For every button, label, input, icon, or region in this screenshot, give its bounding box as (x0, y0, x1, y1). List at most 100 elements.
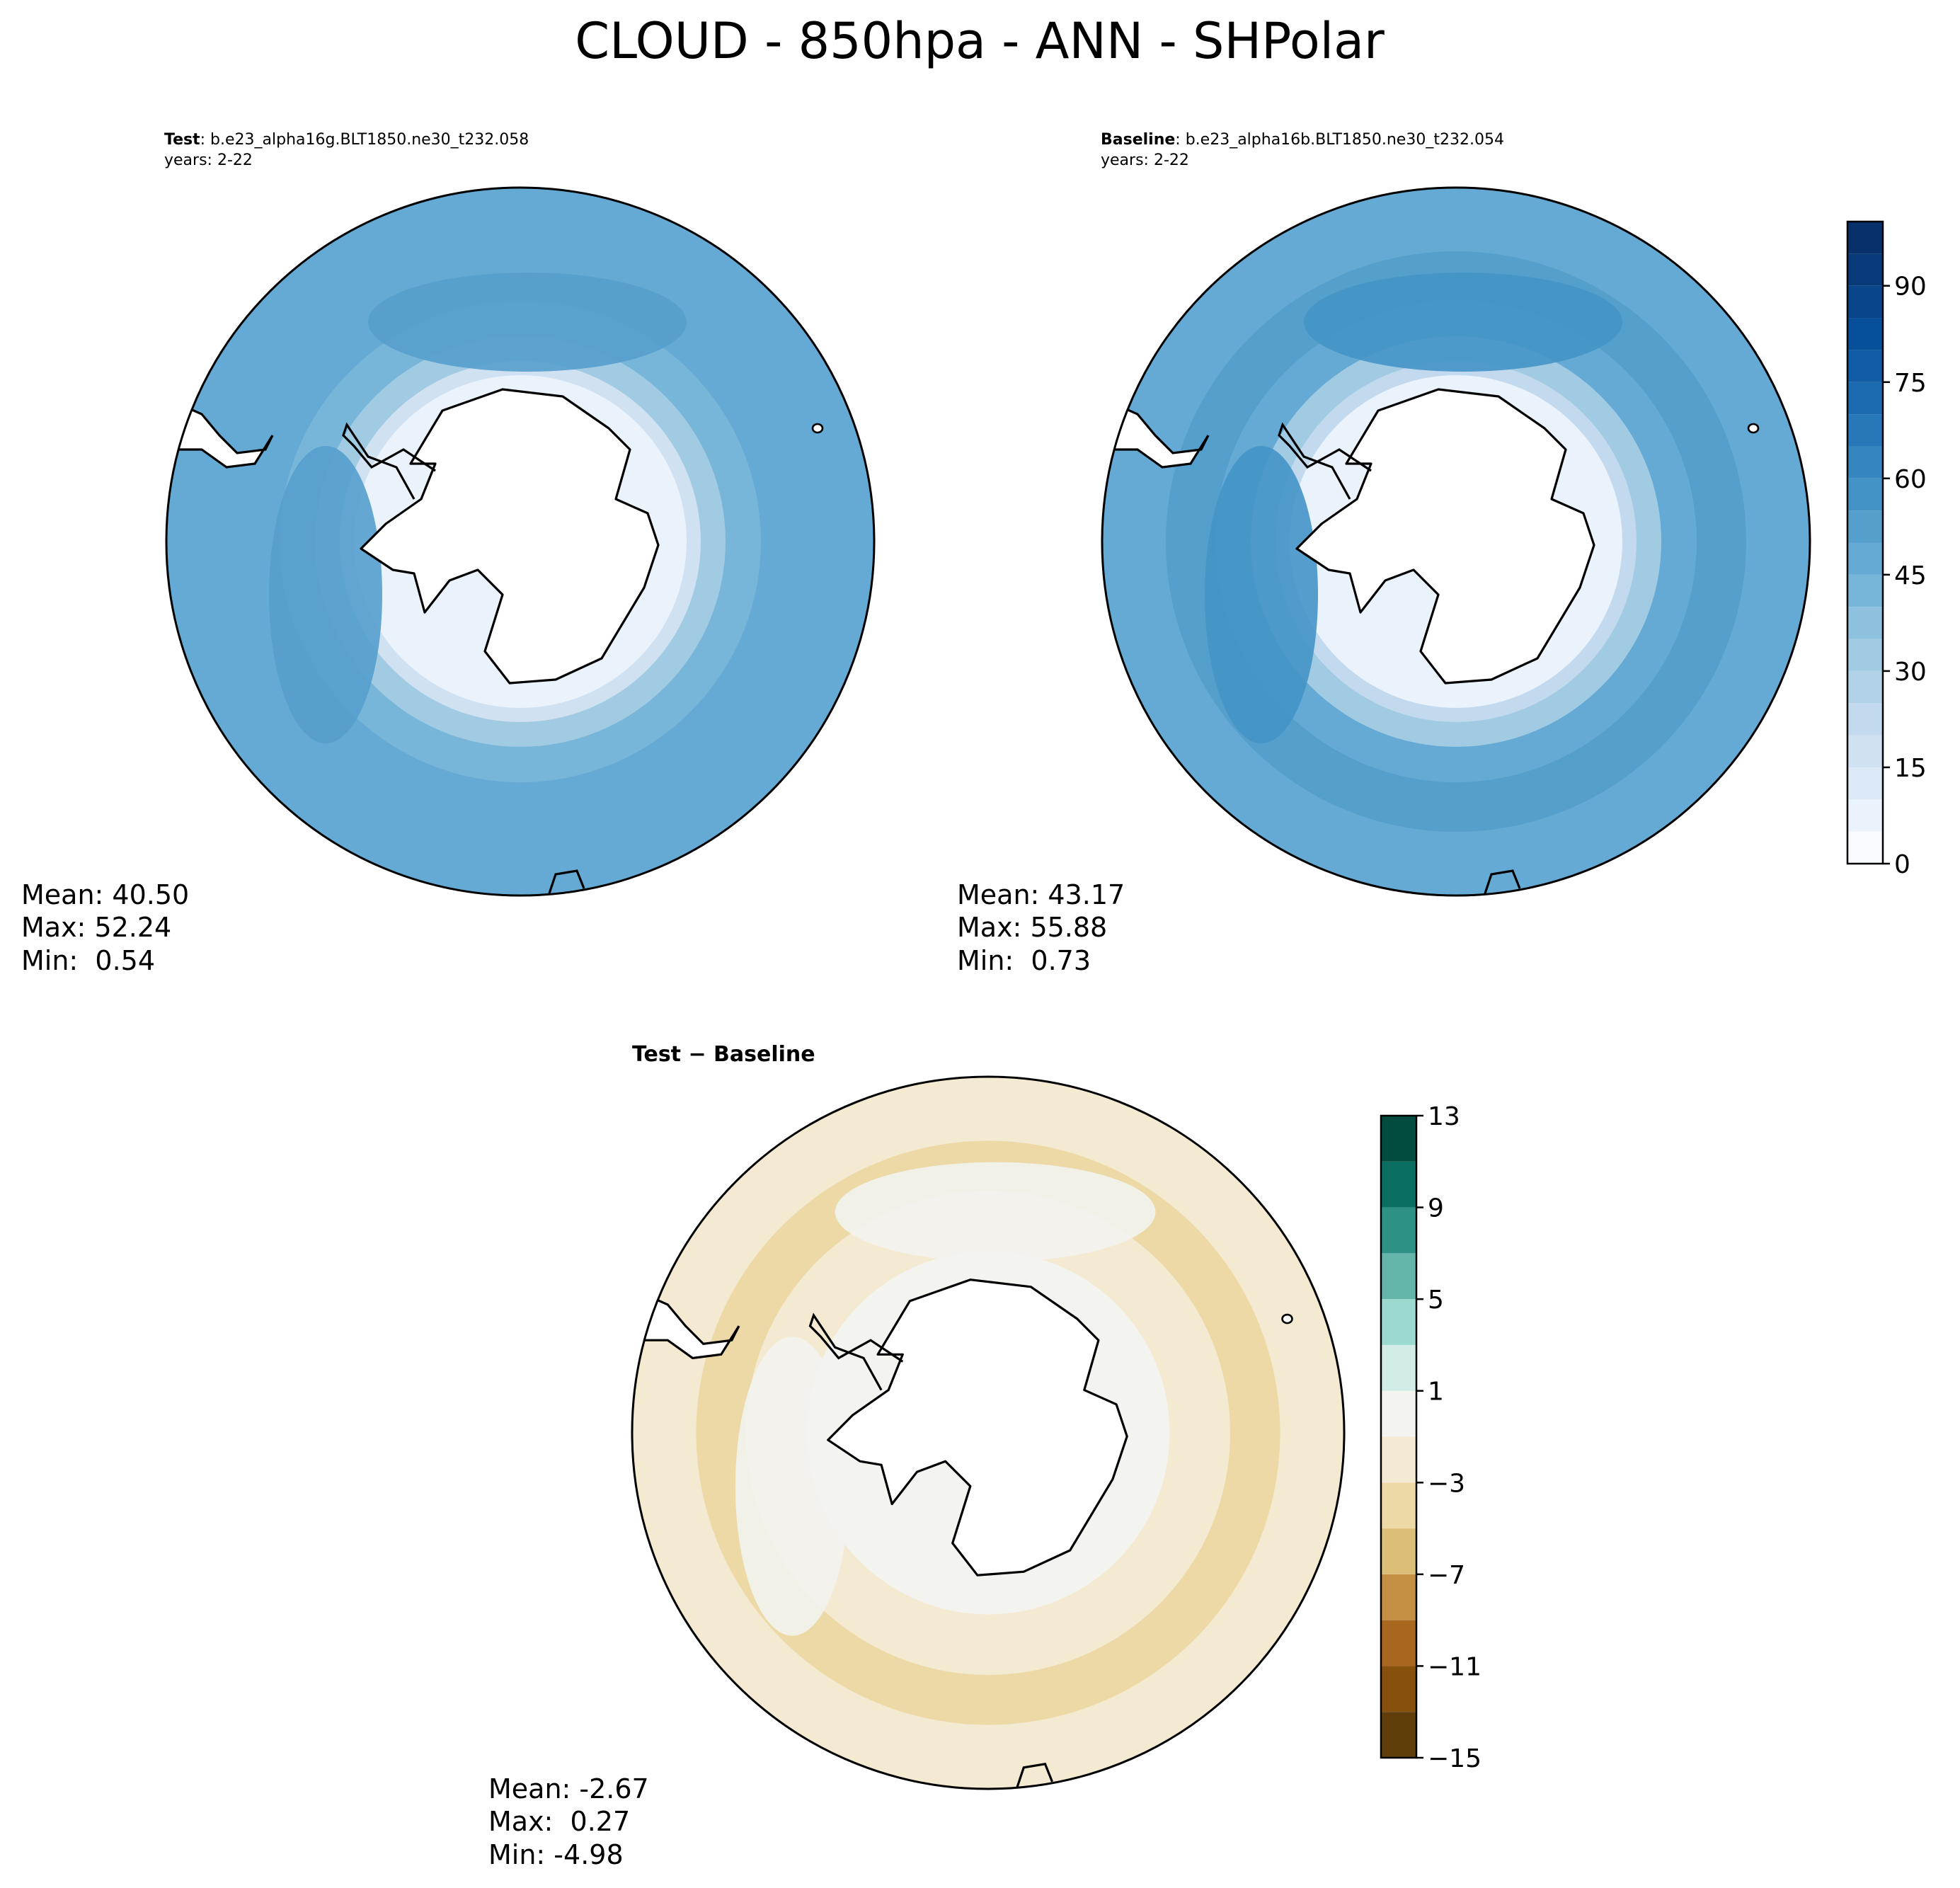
contour-blob (1205, 446, 1318, 743)
colorbar-frame (1380, 1114, 1418, 1759)
difference-min: Min: -4.98 (488, 1839, 624, 1870)
baseline-panel-label: Baseline: b.e23_alpha16b.BLT1850.ne30_t2… (1101, 131, 1504, 149)
contour-blob (368, 273, 687, 372)
colorbar-segment (1847, 542, 1883, 575)
colorbar-segment (1381, 1574, 1416, 1620)
difference-panel: Test − Baseline Mean: -2.67 Max: 0.27 Mi… (488, 1042, 1482, 1870)
south-america-coastline (166, 399, 274, 469)
colorbar-segment (1847, 478, 1883, 511)
baseline-panel: Baseline: b.e23_alpha16b.BLT1850.ne30_t2… (957, 131, 1927, 976)
colorbar-segment (1381, 1712, 1416, 1758)
colorbar-frame (1846, 220, 1884, 865)
colorbar-segment (1847, 574, 1883, 607)
baseline-mean: Mean: 43.17 (957, 879, 1125, 910)
colorbar-segment (1381, 1666, 1416, 1712)
colorbar-tick-label: −15 (1428, 1744, 1482, 1773)
colorbar-segment (1847, 318, 1883, 350)
baseline-map (1101, 186, 1811, 897)
colorbar-segment (1381, 1344, 1416, 1391)
test-label-bold: Test (164, 131, 200, 149)
colorbar-segment (1847, 414, 1883, 447)
colorbar-segment (1847, 607, 1883, 639)
colorbar-tick-label: 0 (1894, 850, 1910, 879)
test-max: Max: 52.24 (21, 912, 171, 943)
peninsula-coastline (808, 1312, 904, 1391)
test-map (165, 186, 876, 897)
island-coastline (547, 869, 585, 896)
colorbar-segment (1847, 831, 1883, 864)
test-panel: Test: b.e23_alpha16g.BLT1850.ne30_t232.0… (21, 131, 876, 976)
colorbar-tick-label: −7 (1428, 1561, 1465, 1590)
contour-blob (835, 1162, 1156, 1262)
colorbar-segment (1381, 1207, 1416, 1254)
test-panel-label: Test: b.e23_alpha16g.BLT1850.ne30_t232.0… (164, 131, 529, 149)
colorbar-segment (1847, 639, 1883, 671)
colorbar-tick-label: 5 (1428, 1286, 1444, 1315)
colorbar-segment (1847, 799, 1883, 832)
south-america-coastline (1102, 399, 1210, 469)
island-coastline (1015, 1763, 1053, 1789)
colorbar-tick-label: 45 (1894, 561, 1927, 590)
contour-blob (1304, 273, 1622, 372)
baseline-max: Max: 55.88 (957, 912, 1107, 943)
colorbar-tick-label: 15 (1894, 754, 1927, 783)
colorbar-segment (1847, 446, 1883, 479)
baseline-label-rest: : b.e23_alpha16b.BLT1850.ne30_t232.054 (1175, 131, 1504, 149)
test-years: years: 2-22 (164, 151, 253, 169)
difference-panel-label: Test − Baseline (632, 1042, 815, 1067)
island-coastline (811, 423, 824, 434)
colorbar-tick-label: 1 (1428, 1378, 1444, 1407)
colorbar-segment (1381, 1299, 1416, 1345)
colorbar-tick-label: 9 (1428, 1194, 1444, 1223)
difference-map (631, 1075, 1346, 1790)
colorbar-tick-label: −11 (1428, 1652, 1482, 1681)
test-mean: Mean: 40.50 (21, 879, 189, 910)
colorbar-tick-label: 13 (1428, 1102, 1460, 1131)
colorbar-segment (1381, 1482, 1416, 1529)
antarctica-coastline (827, 1278, 1128, 1577)
baseline-label-bold: Baseline (1101, 131, 1175, 149)
peninsula-coastline (342, 422, 436, 500)
colorbar-segment (1847, 670, 1883, 704)
colorbar-segment (1847, 285, 1883, 319)
contour-blob (735, 1337, 849, 1636)
antarctica-coastline (360, 388, 660, 685)
colorbar-tick-label: 30 (1894, 658, 1927, 687)
colorbar-segment (1381, 1436, 1416, 1483)
test-min: Min: 0.54 (21, 945, 155, 976)
colorbar-segment (1381, 1253, 1416, 1300)
colorbar-segment (1381, 1620, 1416, 1666)
colorbar-segment (1847, 767, 1883, 800)
difference-colorbar: −15 −11 −7 −3 1 5 9 13 (1380, 1102, 1482, 1773)
baseline-min: Min: 0.73 (957, 945, 1091, 976)
colorbar-tick-label: −3 (1428, 1469, 1465, 1498)
island-coastline (1281, 1313, 1293, 1325)
colorbar-segment (1381, 1528, 1416, 1574)
colorbar-segment (1381, 1390, 1416, 1437)
map-boundary (631, 1075, 1346, 1790)
colorbar-segment (1847, 253, 1883, 286)
difference-max: Max: 0.27 (488, 1806, 630, 1837)
colorbar-segment (1847, 382, 1883, 415)
colorbar-segment (1847, 703, 1883, 736)
baseline-years: years: 2-22 (1101, 151, 1189, 169)
contour-blob (269, 446, 382, 743)
difference-mean: Mean: -2.67 (488, 1773, 649, 1804)
colorbar-segment (1847, 735, 1883, 767)
colorbar-segment (1847, 350, 1883, 382)
colorbar-tick-label: 75 (1894, 369, 1927, 398)
figure-title: CLOUD - 850hpa - ANN - SHPolar (575, 12, 1385, 70)
colorbar-tick-label: 90 (1894, 273, 1927, 302)
island-coastline (1747, 423, 1760, 434)
antarctica-coastline (1295, 388, 1595, 685)
colorbar-tick-label: 60 (1894, 465, 1927, 494)
test-label-rest: : b.e23_alpha16g.BLT1850.ne30_t232.058 (200, 131, 529, 149)
map-boundary (165, 186, 876, 897)
colorbar-segment (1847, 222, 1883, 254)
cloud-colorbar: 0 15 30 45 60 75 90 (1846, 220, 1927, 879)
south-america-coastline (632, 1289, 740, 1360)
map-boundary (1101, 186, 1811, 897)
colorbar-segment (1847, 510, 1883, 543)
colorbar-segment (1381, 1116, 1416, 1162)
